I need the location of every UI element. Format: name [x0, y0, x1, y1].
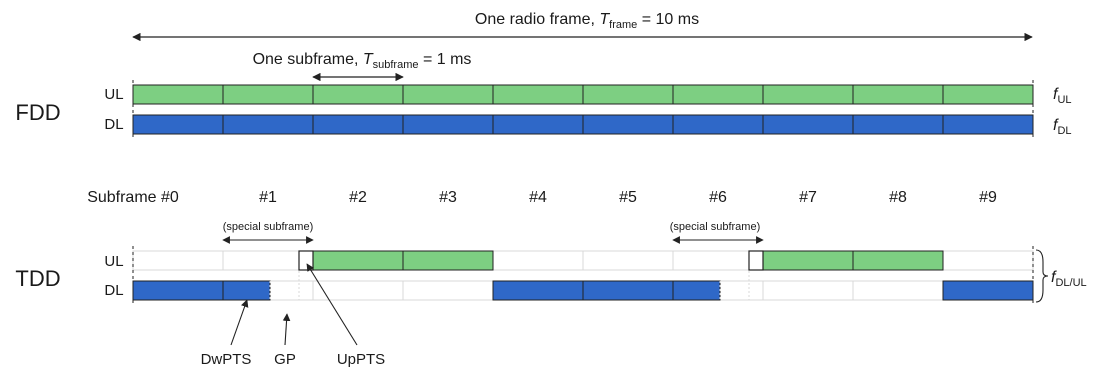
tdd-ul-subframe-3: [402, 250, 494, 271]
subframe-index-labels: Subframe #0 #1 #2 #3 #4 #5 #6 #7 #8 #9: [87, 189, 997, 206]
fdd-ul-subframe-5: [582, 84, 674, 105]
tdd-ul-slot-0: [132, 250, 224, 271]
fdd-dl-subframe-3: [402, 114, 494, 135]
fdd-ul-subframe-6: [672, 84, 764, 105]
fdd-ul-subframe-7: [762, 84, 854, 105]
fdd-ul-subframe-3: [402, 84, 494, 105]
subframe-duration-label: One subframe, Tsubframe = 1 ms: [253, 51, 472, 71]
frame-duration-label: One radio frame, Tframe = 10 ms: [475, 11, 699, 31]
fdd-dl-subframe-7: [762, 114, 854, 135]
tdd-ul-slot-9: [942, 250, 1034, 271]
tdd-ul-slot-4: [492, 250, 584, 271]
fdd-ul-subframe-0: [132, 84, 224, 105]
tdd-dl-slot-2: [312, 280, 404, 301]
tdd-subframe-blocks: [132, 250, 1034, 301]
fdd-dl-subframe-1: [222, 114, 314, 135]
tdd-ul-slot-5: [582, 250, 674, 271]
tdd-dwpts-1: [222, 280, 271, 301]
tdd-ul-label: UL: [104, 253, 123, 270]
tdd-dwpts-6: [672, 280, 721, 301]
tdd-dl-subframe-0: [132, 280, 224, 301]
fdd-dl-subframe-4: [492, 114, 584, 135]
fdd-label: FDD: [15, 100, 60, 125]
fdd-dl-subframe-8: [852, 114, 944, 135]
fdd-ul-subframe-1: [222, 84, 314, 105]
tdd-ul-subframe-8: [852, 250, 944, 271]
special-subframe-label-1: (special subframe): [223, 221, 313, 233]
fdd-ul-subframe-4: [492, 84, 584, 105]
special-subframe-label-6: (special subframe): [670, 221, 760, 233]
fdd-ul-subframe-9: [942, 84, 1034, 105]
fdd-ul-label: UL: [104, 86, 123, 103]
subframe-label-8: #8: [889, 189, 907, 206]
uppts-label: UpPTS: [337, 351, 385, 368]
subframe-label-2: #2: [349, 189, 367, 206]
fdd-ul-subframe-8: [852, 84, 944, 105]
tdd-dl-subframe-9: [942, 280, 1034, 301]
subframe-label-3: #3: [439, 189, 457, 206]
subframe-label-1: #1: [259, 189, 277, 206]
fdd-ul-subframe-2: [312, 84, 404, 105]
subframe-label-4: #4: [529, 189, 547, 206]
fdd-dl-subframe-5: [582, 114, 674, 135]
gp-label: GP: [274, 351, 296, 368]
subframe-label-5: #5: [619, 189, 637, 206]
tdd-dl-slot-7: [762, 280, 854, 301]
gp-pointer: [282, 313, 291, 346]
dwpts-pointer: [230, 299, 249, 346]
tdd-dl-subframe-4: [492, 280, 584, 301]
tdd-frequency-brace: [1035, 249, 1049, 303]
subframe-label-0: Subframe #0: [87, 189, 179, 206]
fdd-dl-subframe-6: [672, 114, 764, 135]
tdd-uppts-6: [748, 250, 764, 271]
tdd-dl-subframe-5: [582, 280, 674, 301]
fdd-ul-frequency-label: fUL: [1053, 86, 1072, 106]
tdd-frequency-label: fDL/UL: [1051, 269, 1087, 289]
fdd-dl-subframe-9: [942, 114, 1034, 135]
fdd-subframe-blocks: [132, 84, 1034, 135]
fdd-dl-subframe-2: [312, 114, 404, 135]
tdd-label: TDD: [15, 266, 60, 291]
tdd-ul-subframe-7: [762, 250, 854, 271]
uppts-pointer: [306, 263, 358, 346]
subframe-label-9: #9: [979, 189, 997, 206]
fdd-dl-frequency-label: fDL: [1053, 117, 1072, 137]
tdd-ul-subframe-2: [312, 250, 404, 271]
tdd-uppts-1: [298, 250, 314, 271]
tdd-dl-slot-8: [852, 280, 944, 301]
subframe-label-7: #7: [799, 189, 817, 206]
subframe-label-6: #6: [709, 189, 727, 206]
dwpts-label: DwPTS: [201, 351, 252, 368]
tdd-dl-label: DL: [104, 282, 123, 299]
fdd-dl-label: DL: [104, 116, 123, 133]
fdd-dl-subframe-0: [132, 114, 224, 135]
tdd-dl-slot-3: [402, 280, 494, 301]
